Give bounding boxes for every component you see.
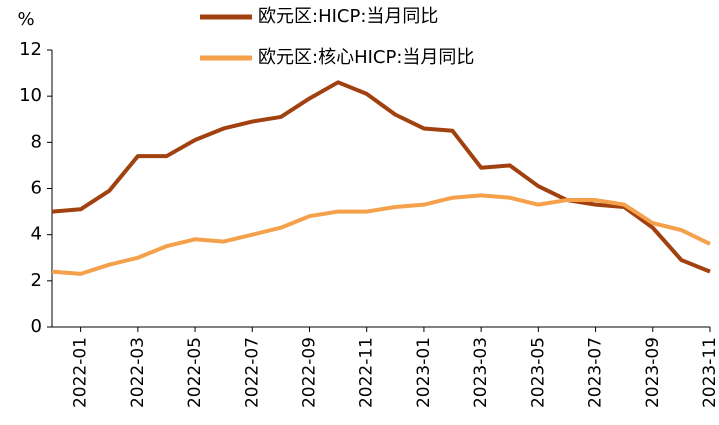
- series-line: [51, 193, 711, 276]
- x-tick-label: 2022-09: [299, 337, 319, 408]
- y-tick-label: 12: [19, 39, 42, 60]
- x-tick-label: 2023-07: [586, 337, 606, 408]
- y-tick-label: 2: [31, 270, 42, 291]
- x-tick-label: 2023-11: [700, 337, 719, 408]
- y-tick-label: 0: [31, 316, 42, 337]
- y-axis-label: %: [17, 9, 34, 30]
- x-tick-label: 2022-07: [242, 337, 262, 408]
- series-line: [51, 80, 711, 274]
- y-tick-label: 10: [19, 85, 42, 106]
- y-tick-label: 8: [31, 131, 42, 152]
- x-tick-label: 2022-01: [71, 337, 91, 408]
- x-tick-label: 2022-05: [185, 337, 205, 408]
- x-tick-label: 2023-05: [528, 337, 548, 408]
- x-tick-label: 2022-03: [128, 337, 148, 408]
- x-tick-label: 2023-09: [643, 337, 663, 408]
- x-tick-label: 2023-01: [414, 337, 434, 408]
- y-tick-label: 6: [31, 178, 42, 199]
- x-tick-label: 2022-11: [357, 337, 377, 408]
- legend-label: 欧元区:HICP:当月同比: [258, 6, 438, 27]
- legend-label: 欧元区:核心HICP:当月同比: [258, 47, 474, 68]
- x-tick-label: 2023-03: [471, 337, 491, 408]
- y-tick-label: 4: [31, 224, 42, 245]
